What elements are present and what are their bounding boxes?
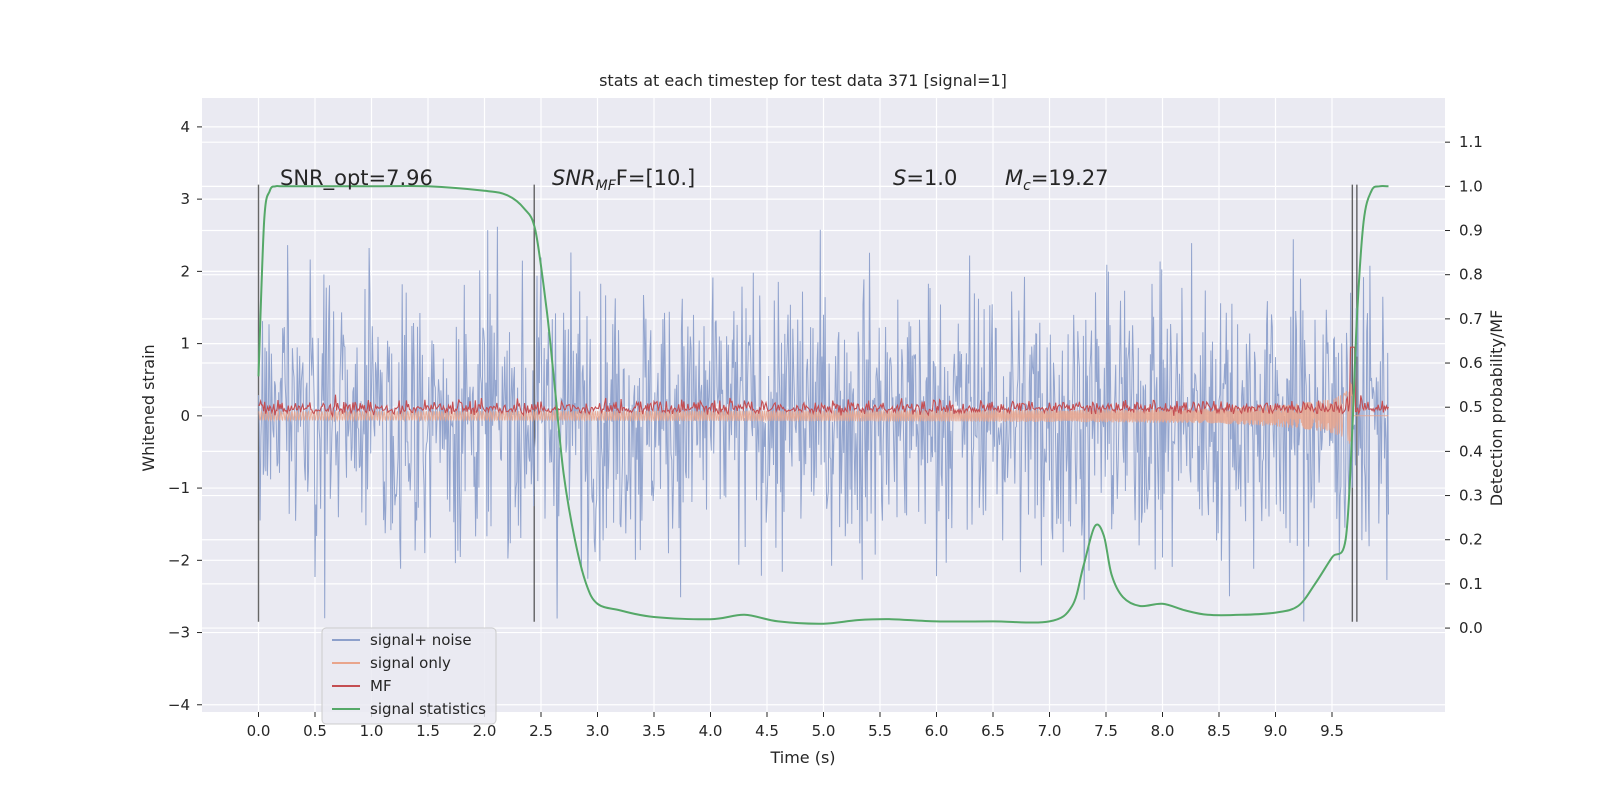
x-tick-label: 0.5 <box>303 722 327 740</box>
y2-tick-label: 0.8 <box>1459 266 1483 284</box>
x-tick-label: 5.0 <box>812 722 836 740</box>
y2-tick-label: 0.6 <box>1459 354 1483 372</box>
y-tick-label: −1 <box>168 479 190 497</box>
annotation-mc-rest: =19.27 <box>1031 166 1109 190</box>
x-tick-label: 6.0 <box>925 722 949 740</box>
x-tick-label: 9.5 <box>1320 722 1344 740</box>
annotation-s-base: S <box>893 166 906 190</box>
signal-only-line <box>258 382 1389 444</box>
legend-label-mf: MF <box>370 677 392 695</box>
annotation-snr-mf-sub: MF <box>596 178 617 194</box>
annotation-mc: Mc=19.27 <box>1005 166 1109 194</box>
y2-tick-label: 0.0 <box>1459 619 1483 637</box>
annotation-snr-opt: SNR_opt=7.96 <box>280 166 433 191</box>
x-tick-label: 1.5 <box>416 722 440 740</box>
x-tick-label: 0.0 <box>247 722 271 740</box>
x-tick-label: 2.5 <box>529 722 553 740</box>
x-tick-label: 3.0 <box>586 722 610 740</box>
y2-tick-label: 0.1 <box>1459 575 1483 593</box>
x-tick-label: 6.5 <box>981 722 1005 740</box>
y-tick-label: −2 <box>168 551 190 569</box>
series-mf <box>258 346 1389 418</box>
y-axis-ticks: 4 3 2 1 0 −1 −2 −3 −4 <box>168 118 202 714</box>
y-tick-label: 3 <box>180 190 190 208</box>
x-tick-label: 3.5 <box>642 722 666 740</box>
y2-axis-label: Detection probability/MF <box>1487 310 1506 507</box>
x-tick-label: 5.5 <box>868 722 892 740</box>
y-tick-label: −4 <box>168 696 190 714</box>
legend: signal+ noise signal only MF signal stat… <box>321 627 497 725</box>
signal-statistics-line <box>257 184 1389 625</box>
y-tick-label: 4 <box>180 118 190 136</box>
x-tick-label: 4.5 <box>755 722 779 740</box>
annotation-mc-base: M <box>1005 166 1023 190</box>
y2-tick-label: 0.4 <box>1459 442 1483 460</box>
y-tick-label: 2 <box>180 262 190 280</box>
y2-tick-label: 0.3 <box>1459 487 1483 505</box>
y-tick-label: 1 <box>180 335 190 353</box>
x-tick-label: 1.0 <box>360 722 384 740</box>
annotation-snr-mf-base: SNR <box>552 166 596 190</box>
annotation-snr-mf-rest: F=[10.] <box>616 166 695 190</box>
x-tick-label: 2.0 <box>473 722 497 740</box>
annotation-snr-mf: SNRMFF=[10.] <box>552 166 695 194</box>
annotation-mc-sub: c <box>1023 178 1031 194</box>
legend-box <box>321 627 497 725</box>
y-tick-label: −3 <box>168 624 190 642</box>
y2-tick-label: 1.1 <box>1459 133 1483 151</box>
series-signal-only <box>258 382 1389 444</box>
legend-label-signal-statistics: signal statistics <box>370 700 486 718</box>
mf-line <box>258 346 1389 418</box>
annotation-s-rest: =1.0 <box>906 166 957 190</box>
y2-tick-label: 1.0 <box>1459 177 1483 195</box>
x-tick-label: 7.0 <box>1038 722 1062 740</box>
x-tick-label: 8.5 <box>1207 722 1231 740</box>
y-axis-label: Whitened strain <box>139 344 158 471</box>
annotation-s: S=1.0 <box>893 166 957 190</box>
y-tick-label: 0 <box>180 407 190 425</box>
y2-tick-label: 0.5 <box>1459 398 1483 416</box>
x-tick-label: 9.0 <box>1264 722 1288 740</box>
legend-label-signal-only: signal only <box>370 654 451 672</box>
y2-tick-label: 0.2 <box>1459 531 1483 549</box>
x-axis-ticks: 0.0 0.5 1.0 1.5 2.0 2.5 3.0 3.5 4.0 4.5 5.0 5.5 6.0 6… <box>247 712 1344 740</box>
series-signal-statistics <box>257 184 1389 625</box>
chart-title: stats at each timestep for test data 371… <box>599 71 1007 90</box>
y2-tick-label: 0.9 <box>1459 222 1483 240</box>
x-tick-label: 8.0 <box>1151 722 1175 740</box>
x-tick-label: 7.5 <box>1094 722 1118 740</box>
x-tick-label: 4.0 <box>699 722 723 740</box>
legend-label-signal-noise: signal+ noise <box>370 631 472 649</box>
y2-tick-label: 0.7 <box>1459 310 1483 328</box>
x-axis-label: Time (s) <box>769 748 835 767</box>
y2-axis-ticks: 1.1 1.0 0.9 0.8 0.7 0.6 0.5 0.4 0.3 0.2 0.1 0.0 <box>1445 133 1483 637</box>
